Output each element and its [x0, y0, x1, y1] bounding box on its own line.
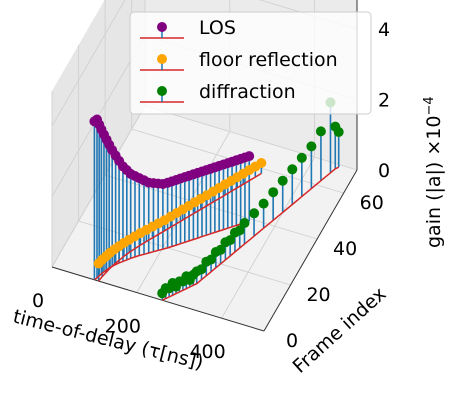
legend-marker-los [157, 22, 167, 32]
marker-diffraction [234, 225, 245, 236]
y-axis-line [263, 169, 358, 332]
marker-diffraction [258, 198, 269, 209]
tick-labels: 0 200 400 0 20 40 60 0 2 4 [32, 19, 390, 363]
legend: LOS floor reflection diffraction [129, 11, 372, 115]
legend-marker-floor-reflection [157, 54, 167, 64]
y-tick-label: 20 [306, 284, 330, 306]
marker-diffraction [306, 141, 317, 152]
marker-los [244, 151, 255, 162]
y-axis-label: Frame index [289, 283, 391, 378]
baseline-line [98, 172, 262, 282]
z-tick-label: 4 [378, 19, 390, 41]
legend-marker-diffraction [157, 86, 167, 96]
legend-label: floor reflection [199, 49, 338, 71]
marker-diffraction [315, 126, 326, 137]
floor-pane [52, 106, 357, 331]
marker-diffraction [277, 175, 288, 186]
marker-floor-reflection [256, 158, 267, 168]
x-tick-label: 400 [189, 341, 225, 363]
z-axis-label-text: gain (|a|) ×10 [423, 116, 445, 248]
marker-diffraction [225, 235, 236, 246]
markers [89, 97, 344, 299]
marker-diffraction [333, 127, 344, 137]
x-tick-label: 200 [105, 316, 141, 338]
baseline-line [161, 166, 340, 301]
marker-diffraction [215, 244, 226, 255]
z-tick-label: 0 [378, 160, 390, 182]
z-axis-label-exponent: −4 [422, 96, 437, 115]
marker-diffraction [206, 254, 217, 265]
legend-label: LOS [199, 17, 236, 39]
y-tick-label: 60 [360, 192, 384, 214]
z-axis-label: gain (|a|) ×10−4 [422, 96, 446, 248]
marker-diffraction [249, 208, 260, 219]
marker-diffraction [296, 152, 307, 163]
marker-diffraction [239, 218, 250, 228]
x-axis-line [51, 266, 265, 332]
x-tick-label: 0 [32, 290, 44, 312]
marker-diffraction [268, 187, 279, 198]
marker-diffraction [196, 264, 207, 275]
marker-diffraction [287, 164, 298, 175]
baseline-lines [93, 166, 340, 301]
grid-line-z [51, 0, 358, 127]
y-tick-label: 0 [286, 330, 298, 352]
z-tick-label: 2 [378, 90, 390, 112]
y-tick-label: 40 [333, 238, 357, 260]
legend-label: diffraction [199, 81, 296, 103]
legend-frame [129, 11, 372, 115]
